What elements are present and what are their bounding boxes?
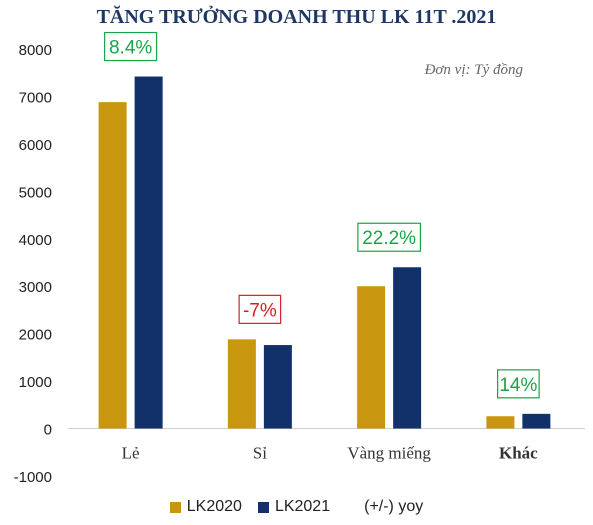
legend-item-yoy: (+/-) yoy: [364, 498, 423, 516]
yoy-label-box: [497, 369, 540, 399]
chart-title: TĂNG TRƯỞNG DOANH THU LK 11T .2021: [96, 6, 497, 28]
y-tick-label: 8000: [19, 42, 52, 59]
category-label: Khác: [499, 444, 538, 463]
y-tick-label: 5000: [19, 184, 52, 201]
yoy-label: 22.2%: [362, 228, 416, 249]
y-tick-label: -1000: [14, 469, 52, 486]
category-label: Sỉ: [253, 444, 267, 463]
yoy-label: -7%: [243, 300, 277, 321]
yoy-label-box: [357, 222, 421, 252]
chart-legend: LK2020 LK2021 (+/-) yoy: [0, 498, 593, 516]
y-tick-label: 0: [44, 422, 52, 439]
y-tick-label: 6000: [19, 137, 52, 154]
legend-item-lk2020: LK2020: [169, 498, 242, 516]
bar-lk2020-3: [357, 286, 386, 429]
bar-lk2020-4: [486, 416, 515, 429]
unit-note: Đơn vị: Tỷ đồng: [424, 62, 523, 78]
legend-label-lk2020: LK2020: [186, 498, 242, 515]
bar-lk2021-4: [522, 413, 551, 429]
legend-swatch-lk2021: [257, 501, 269, 513]
bar-lk2021-1: [134, 76, 163, 429]
bar-lk2021-3: [393, 267, 422, 429]
category-label: Vàng miếng: [347, 444, 431, 463]
legend-swatch-lk2020: [169, 501, 181, 513]
y-tick-label: 4000: [19, 232, 52, 249]
y-tick-label: 1000: [19, 374, 52, 391]
category-label: Lẻ: [122, 444, 140, 463]
legend-label-lk2021: LK2021: [274, 498, 331, 515]
legend-item-lk2021: LK2021: [257, 498, 331, 516]
yoy-label: 14%: [499, 375, 537, 396]
legend-label-yoy: (+/-) yoy: [364, 498, 424, 515]
yoy-label-box: [104, 31, 158, 62]
bar-lk2020-2: [227, 339, 256, 429]
yoy-label-box: [238, 294, 282, 324]
bar-lk2020-1: [98, 102, 127, 429]
y-tick-label: 2000: [19, 327, 52, 344]
yoy-label: 8.4%: [109, 38, 152, 59]
y-tick-label: 7000: [19, 89, 52, 106]
y-tick-label: 3000: [19, 279, 52, 296]
bar-lk2021-2: [263, 345, 292, 429]
